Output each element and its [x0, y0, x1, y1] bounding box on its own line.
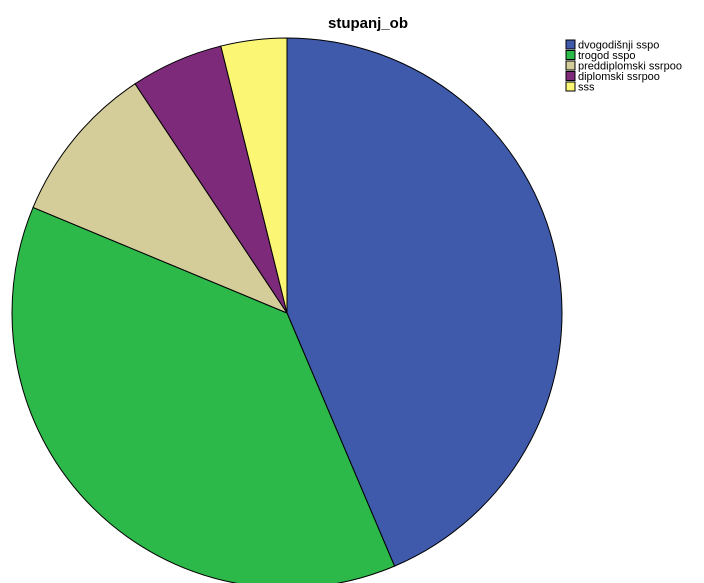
legend-label: diplomski ssrpoo [578, 71, 660, 83]
legend-swatch [565, 81, 576, 92]
legend-label: preddiplomski ssrpoo [578, 61, 682, 73]
legend-swatch [565, 39, 576, 50]
legend-label: sss [578, 82, 595, 94]
pie-slice-preddiplomski-ssrpoo [32, 83, 289, 315]
pie-slices [11, 37, 563, 583]
pie-slice-dvogodisnji-sspo [286, 37, 563, 567]
legend-label: trogod sspo [578, 50, 635, 62]
legend-swatch [565, 60, 576, 71]
pie-slice-sss [220, 37, 288, 314]
legend-swatch [565, 71, 576, 81]
legend-label: dvogodišnji sspo [578, 40, 659, 52]
chart-title: stupanj_ob [328, 15, 408, 32]
legend-swatch [565, 50, 576, 60]
pie-slice-trogod-sspo [11, 206, 396, 583]
